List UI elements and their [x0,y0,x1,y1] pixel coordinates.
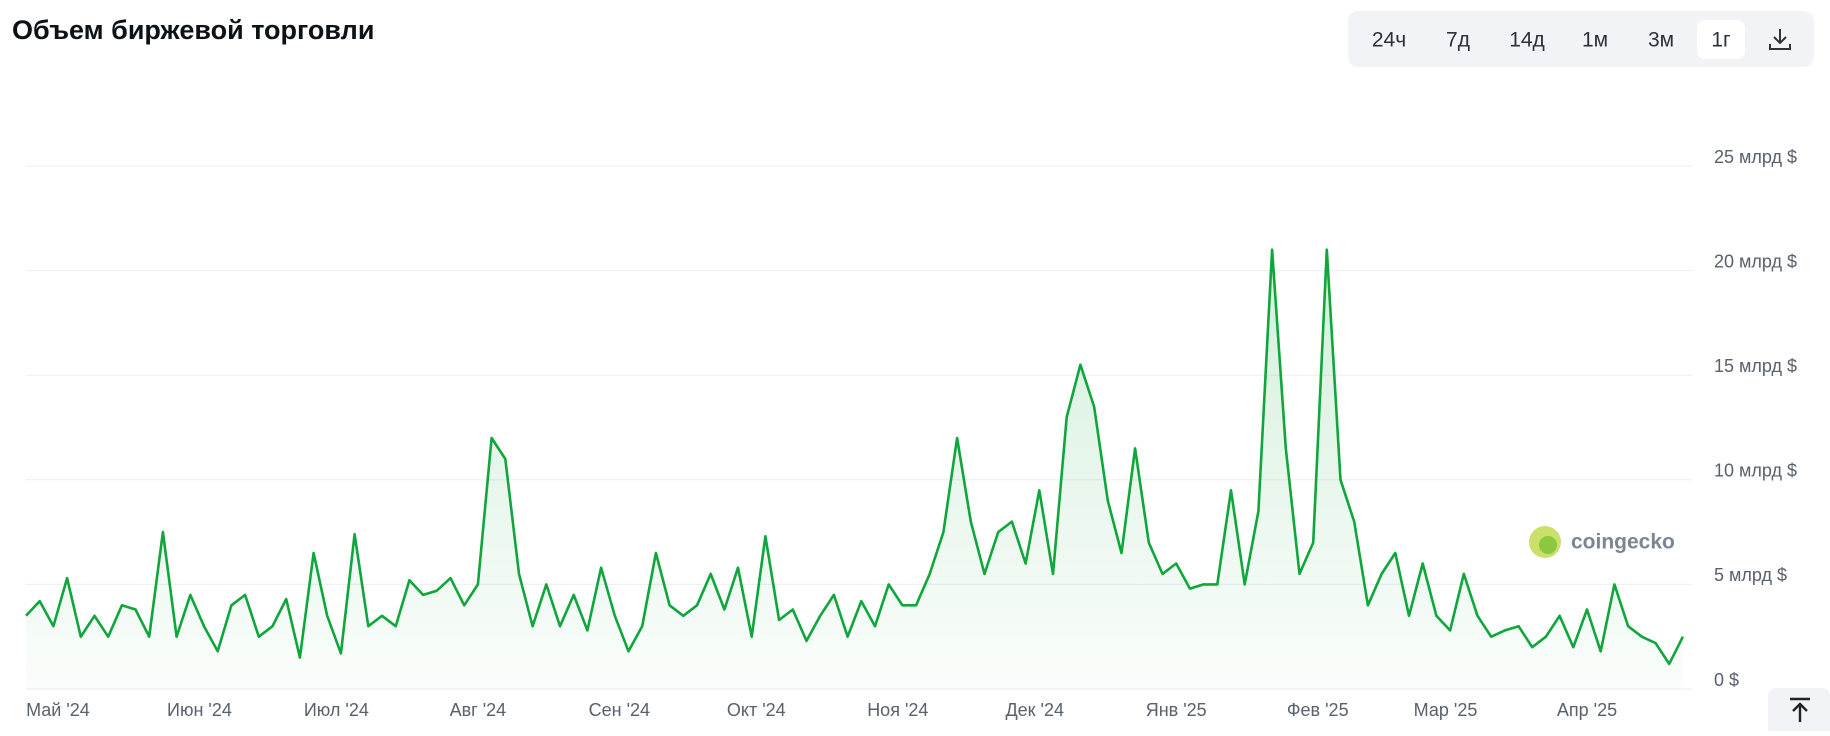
area-fill [26,249,1683,689]
x-tick-label: Дек '24 [1005,700,1064,720]
range-button[interactable]: 3м [1648,29,1674,52]
x-tick-label: Мар '25 [1414,700,1478,720]
download-icon [1769,29,1791,50]
x-tick-label: Фев '25 [1287,700,1349,720]
x-tick-label: Май '24 [26,700,90,720]
y-tick-label: 0 $ [1714,670,1739,690]
range-button-label: 24ч [1372,29,1406,52]
y-tick-label: 10 млрд $ [1714,461,1797,481]
scroll-top-button[interactable] [1768,688,1830,736]
y-tick-label: 15 млрд $ [1714,356,1797,376]
range-button[interactable]: 14д [1509,29,1545,52]
range-button[interactable]: 1г [1697,20,1745,59]
watermark-text: coingecko [1571,531,1675,554]
watermark: coingecko [1529,526,1675,558]
range-button-selected-bg [1697,20,1745,59]
y-tick-label: 25 млрд $ [1714,147,1797,167]
download-button[interactable] [1769,29,1791,50]
watermark-logo-inner [1539,536,1557,554]
range-button[interactable]: 7д [1446,29,1470,52]
line [25,248,1685,666]
x-tick-label: Июн '24 [167,700,232,720]
chart-title: Объем биржевой торговли [12,15,374,45]
y-tick-label: 20 млрд $ [1714,251,1797,271]
x-tick-label: Окт '24 [727,700,786,720]
range-button[interactable]: 24ч [1372,29,1406,52]
x-tick-label: Янв '25 [1146,700,1207,720]
scroll-top-icon [1790,697,1810,722]
range-button-label: 3м [1648,29,1674,52]
range-button-label: 1г [1711,29,1731,52]
range-button-label: 1м [1582,29,1608,52]
range-button-label: 7д [1446,29,1470,52]
x-tick-label: Апр '25 [1557,700,1617,720]
x-tick-label: Сен '24 [589,700,650,720]
range-button-label: 14д [1509,29,1545,52]
x-tick-label: Авг '24 [450,700,507,720]
range-button[interactable]: 1м [1582,29,1608,52]
x-tick-label: Ноя '24 [867,700,928,720]
y-tick-label: 5 млрд $ [1714,565,1787,585]
x-tick-label: Июл '24 [304,700,369,720]
